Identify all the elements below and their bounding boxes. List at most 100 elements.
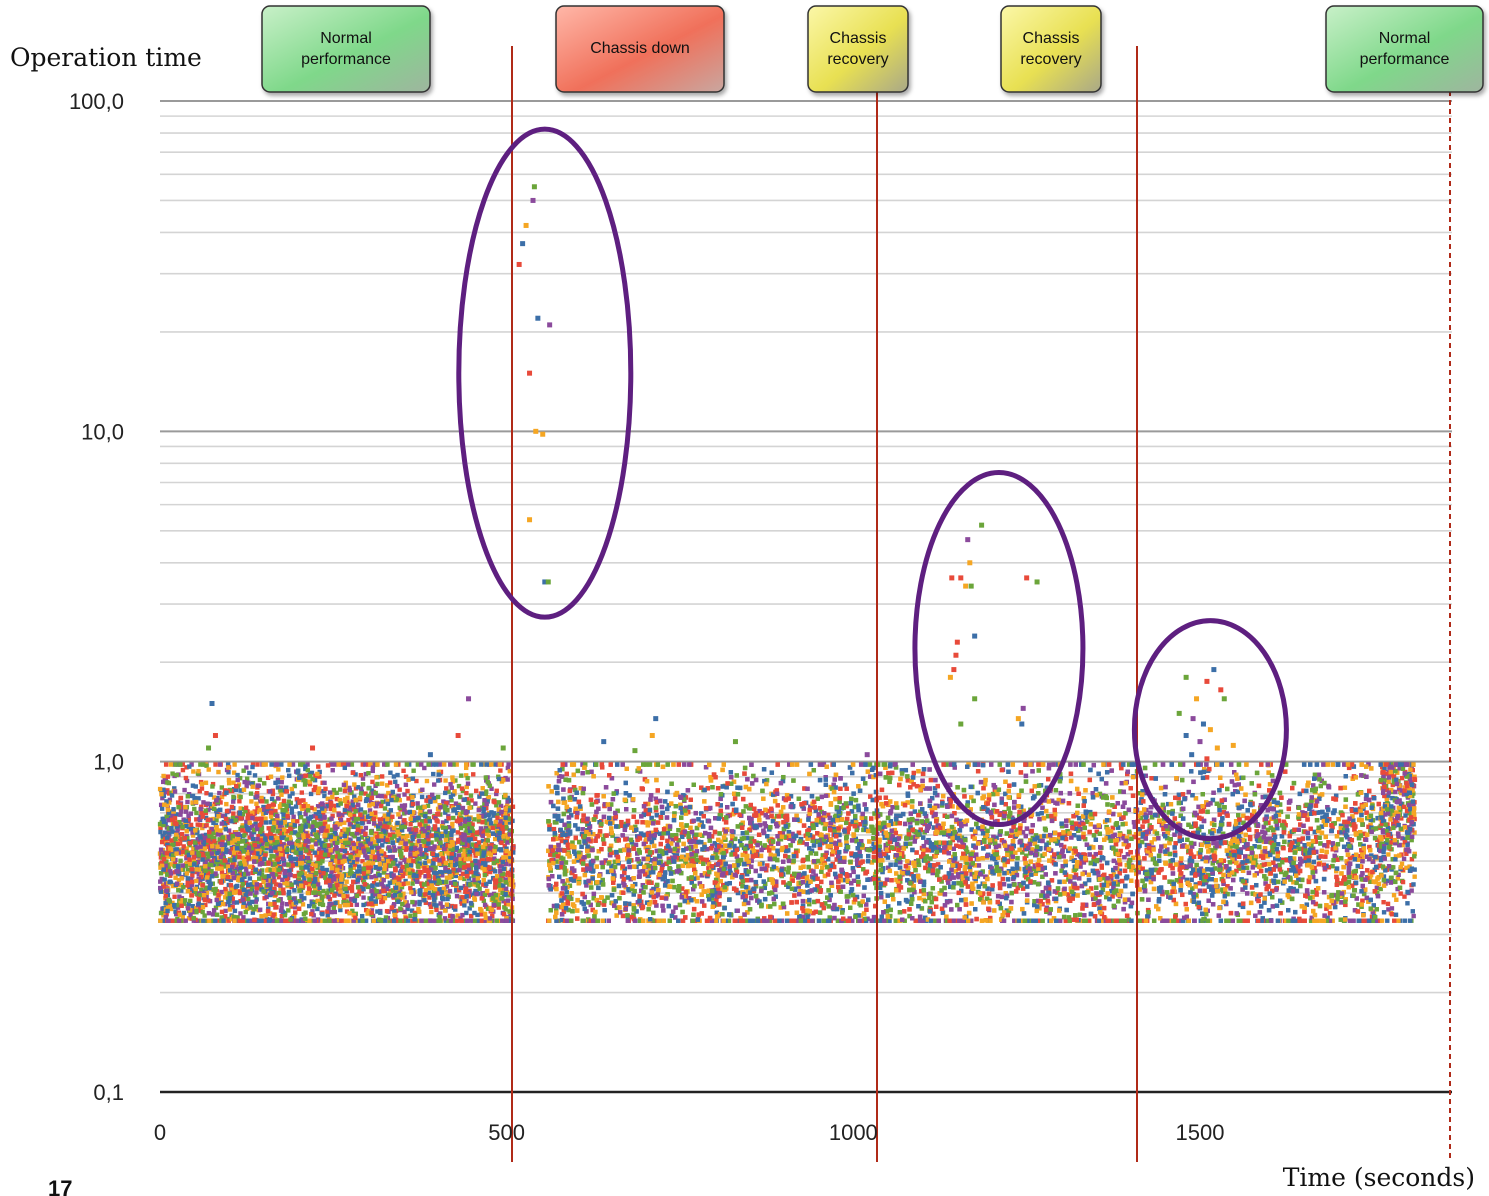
scatter-point	[282, 913, 288, 918]
scatter-point	[264, 894, 269, 900]
scatter-point	[304, 848, 309, 853]
scatter-point	[443, 790, 448, 796]
scatter-point	[328, 834, 333, 839]
scatter-point	[201, 892, 207, 898]
scatter-point	[183, 918, 188, 923]
scatter-point	[415, 805, 421, 810]
scatter-point	[226, 828, 232, 833]
scatter-point	[454, 888, 459, 893]
scatter-point	[264, 887, 269, 892]
scatter-point	[443, 918, 449, 923]
scatter-point	[178, 836, 184, 842]
scatter-point	[227, 896, 233, 901]
scatter-point	[183, 805, 188, 810]
scatter-point	[294, 797, 300, 802]
scatter-point	[500, 859, 506, 865]
scatter-point	[402, 900, 408, 905]
scatter-point	[382, 762, 387, 767]
scatter-point	[419, 805, 424, 810]
scatter-point	[502, 905, 507, 910]
scatter-point	[454, 845, 459, 851]
scatter-point	[384, 874, 390, 879]
scatter-point	[309, 770, 315, 776]
scatter-point	[355, 869, 360, 874]
scatter-point	[174, 847, 179, 852]
scatter-point	[224, 808, 230, 814]
scatter-point	[424, 798, 429, 803]
scatter-point	[424, 843, 429, 849]
scatter-point	[322, 833, 328, 838]
scatter-point	[212, 801, 217, 807]
scatter-point	[264, 877, 269, 883]
scatter-point	[500, 890, 505, 896]
scatter-point	[267, 877, 273, 882]
scatter-point	[476, 817, 482, 823]
scatter-point	[442, 891, 447, 896]
scatter-point	[358, 826, 363, 831]
scatter-point	[377, 894, 382, 899]
scatter-point	[187, 861, 192, 866]
scatter-point	[273, 872, 279, 877]
scatter-point	[214, 824, 219, 830]
scatter-point	[496, 899, 502, 905]
scatter-point	[328, 800, 334, 806]
scatter-point	[385, 837, 390, 843]
scatter-point	[351, 846, 357, 851]
scatter-point	[238, 865, 243, 871]
scatter-point	[243, 909, 248, 915]
scatter-point	[385, 798, 390, 804]
scatter-point	[341, 782, 347, 788]
scatter-point	[270, 791, 276, 797]
scatter-point	[169, 817, 175, 823]
scatter-point	[276, 859, 282, 865]
scatter-point	[382, 821, 388, 826]
scatter-point	[468, 869, 474, 875]
scatter-point	[239, 877, 245, 882]
scatter-point	[406, 777, 411, 782]
scatter-point	[276, 890, 282, 896]
scatter-point	[402, 857, 408, 863]
scatter-point	[267, 831, 273, 837]
scatter-point	[222, 788, 228, 793]
scatter-point	[385, 834, 390, 839]
scatter-point	[487, 879, 492, 885]
scatter-point	[357, 795, 363, 801]
scatter-point	[189, 876, 194, 882]
scatter-point	[272, 799, 277, 804]
scatter-point	[167, 800, 172, 805]
scatter-point	[450, 792, 456, 797]
scatter-point	[197, 816, 202, 822]
scatter-point	[174, 869, 179, 874]
scatter-point	[273, 845, 278, 850]
scatter-point	[316, 809, 322, 815]
scatter-point	[490, 831, 496, 836]
scatter-point	[440, 873, 445, 878]
scatter-point	[256, 783, 262, 789]
scatter-point	[184, 855, 189, 861]
scatter-point	[393, 866, 398, 871]
scatter-point	[203, 859, 208, 865]
scatter-point	[354, 859, 360, 864]
scatter-point	[360, 918, 365, 923]
scatter-point	[209, 918, 214, 923]
scatter-point	[480, 838, 486, 844]
scatter-point	[292, 783, 297, 789]
scatter-point	[481, 762, 487, 767]
scatter-point	[158, 871, 164, 876]
scatter-point	[288, 822, 294, 828]
scatter-point	[373, 892, 378, 897]
scatter-point	[241, 849, 246, 854]
scatter-point	[203, 868, 208, 873]
scatter-point	[205, 862, 210, 867]
scatter-point	[448, 762, 453, 767]
scatter-point	[280, 877, 285, 882]
scatter-point	[167, 879, 172, 885]
scatter-point	[440, 825, 446, 830]
scatter-point	[284, 876, 290, 882]
scatter-point	[395, 772, 400, 778]
scatter-point	[397, 846, 402, 851]
scatter-point	[318, 826, 324, 831]
scatter-point	[255, 805, 260, 811]
scatter-point	[482, 872, 488, 878]
scatter-point	[194, 869, 199, 875]
